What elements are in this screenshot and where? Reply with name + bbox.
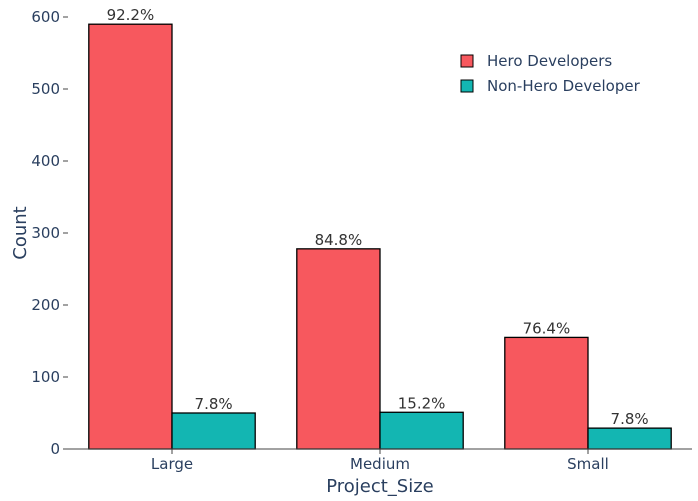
y-axis-ticks: 0 100 200 300 400 500 600 (31, 8, 68, 458)
data-label: 7.8% (195, 395, 233, 413)
data-label: 84.8% (315, 231, 363, 249)
x-axis-ticks: Large Medium Small (151, 449, 609, 473)
bar-hero-medium[interactable] (296, 248, 381, 450)
x-tick-label: Small (567, 455, 609, 473)
bars (88, 23, 672, 450)
bar-non-hero-medium[interactable] (379, 411, 464, 450)
legend-label-hero[interactable]: Hero Developers (487, 52, 612, 70)
y-tick-label: 600 (31, 8, 60, 26)
y-tick-label: 0 (50, 440, 60, 458)
legend-swatch-hero[interactable] (460, 54, 474, 68)
data-label: 15.2% (398, 394, 446, 412)
data-label: 92.2% (107, 6, 155, 24)
data-label: 76.4% (523, 319, 571, 337)
legend-label-non-hero[interactable]: Non-Hero Developer (487, 77, 641, 95)
y-tick-label: 400 (31, 152, 60, 170)
bar-hero-large[interactable] (88, 23, 173, 450)
y-axis-title: Count (10, 206, 31, 259)
bar-non-hero-small[interactable] (587, 427, 672, 450)
x-tick-label: Large (151, 455, 193, 473)
x-tick-label: Medium (350, 455, 410, 473)
x-axis-title: Project_Size (326, 476, 434, 497)
y-tick-label: 100 (31, 368, 60, 386)
legend-swatch-non-hero[interactable] (460, 79, 474, 93)
legend: Hero Developers Non-Hero Developer (460, 52, 641, 95)
bar-hero-small[interactable] (504, 336, 589, 450)
y-tick-label: 300 (31, 224, 60, 242)
data-label: 7.8% (611, 410, 649, 428)
y-tick-label: 500 (31, 80, 60, 98)
data-labels: 92.2% 7.8% 84.8% 15.2% 76.4% 7.8% (107, 6, 649, 428)
y-tick-label: 200 (31, 296, 60, 314)
bar-non-hero-large[interactable] (171, 412, 256, 450)
